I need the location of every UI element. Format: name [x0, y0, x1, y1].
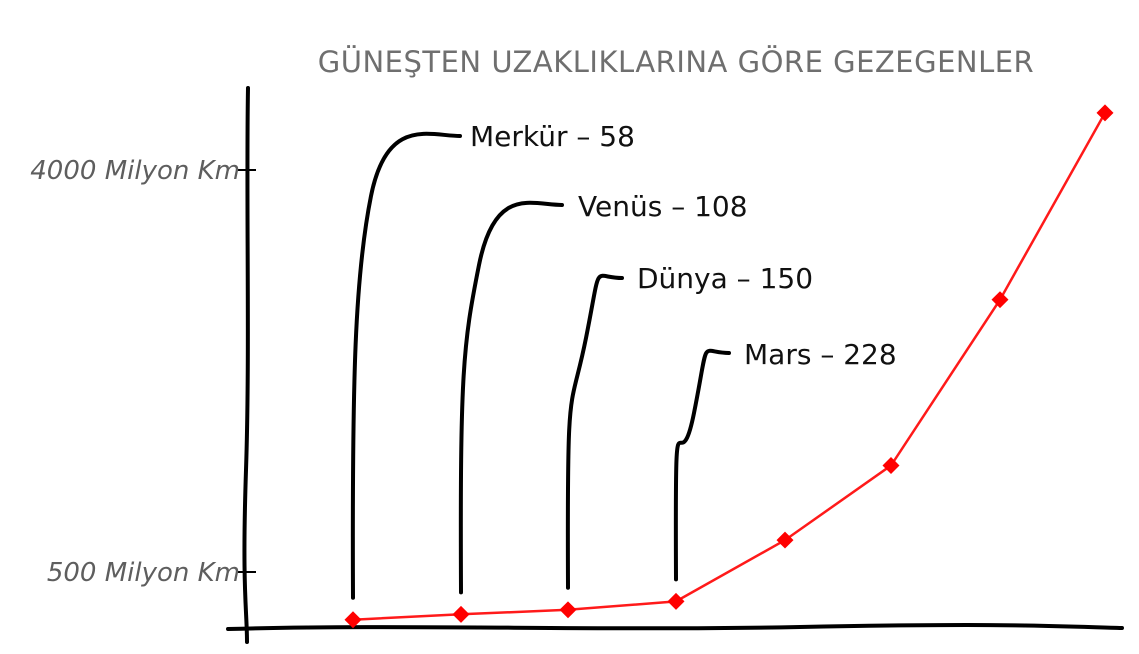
data-point: [776, 531, 794, 549]
y-ticks: 500 Milyon Km 4000 Milyon Km: [30, 156, 256, 588]
annotation-leader: [350, 131, 462, 600]
annotations: Merkür – 58 Venüs – 108 Dünya – 150 Mars – …: [470, 120, 897, 371]
chart-title: GÜNEŞTEN UZAKLIKLARINA GÖRE GEZEGENLER: [318, 45, 1034, 79]
data-point: [559, 601, 577, 619]
data-point: [1096, 104, 1114, 122]
data-point: [452, 605, 470, 623]
annotation-leader: [565, 273, 624, 590]
data-point: [667, 592, 685, 610]
annotation-label: Dünya – 150: [637, 262, 813, 295]
annotation-label: Merkür – 58: [470, 120, 635, 153]
y-tick-label: 500 Milyon Km: [47, 558, 240, 588]
data-point: [882, 457, 900, 475]
x-axis: [226, 623, 1124, 631]
annotation-leaders: [350, 131, 731, 600]
y-tick-label: 4000 Milyon Km: [30, 156, 240, 186]
annotation-label: Mars – 228: [744, 338, 897, 371]
data-point: [991, 291, 1009, 309]
annotation-leader: [673, 348, 731, 582]
data-point: [344, 611, 362, 629]
series-markers: [344, 104, 1114, 629]
annotation-label: Venüs – 108: [578, 190, 748, 223]
annotation-leader: [458, 200, 564, 595]
y-axis: [242, 86, 250, 644]
series-line: [352, 112, 1107, 621]
